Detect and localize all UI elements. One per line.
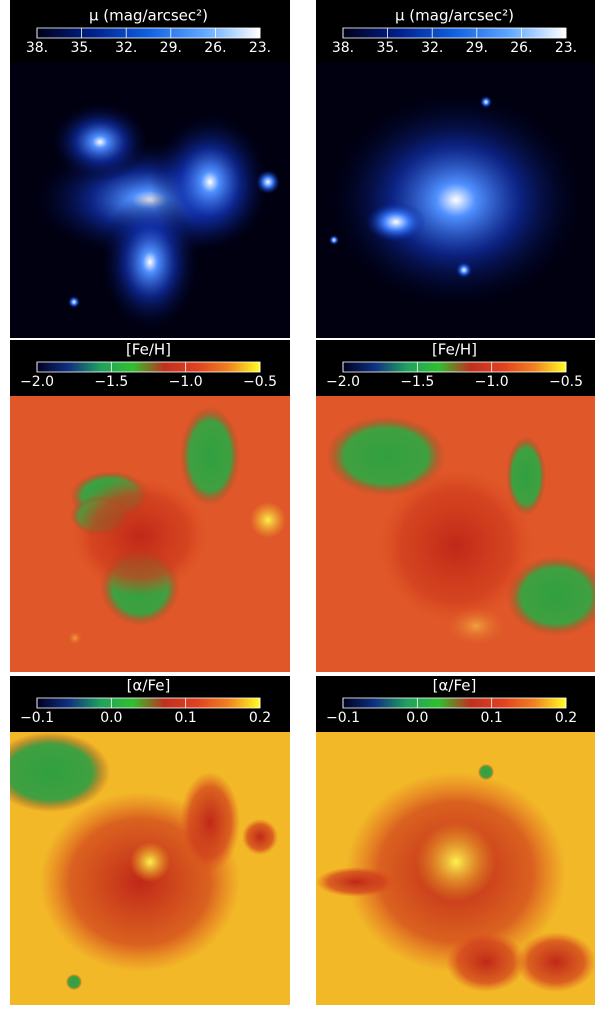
map-feature <box>100 192 200 332</box>
colorbar-tick-label: −2.0 <box>326 374 360 390</box>
map-feature <box>256 170 280 194</box>
colorbar-tick-label: 35. <box>376 40 398 56</box>
colorbar-tick-label: 29. <box>466 40 488 56</box>
colorbar-tick-label: −1.0 <box>169 374 203 390</box>
colorbar-tick-label: 0.0 <box>406 710 428 726</box>
colorbar-label: [α/Fe] <box>433 677 477 695</box>
colorbar-tick-label: −0.1 <box>326 710 360 726</box>
map-feature <box>446 606 506 646</box>
colorbar-tick-label: 0.2 <box>249 710 271 726</box>
map-feature <box>250 502 286 538</box>
colorbar <box>342 361 567 373</box>
colorbar-tick-label: 26. <box>510 40 532 56</box>
map-feature <box>516 932 595 992</box>
colorbar <box>342 697 567 709</box>
colorbar-tick-label: 38. <box>26 40 48 56</box>
colorbar-label: [Fe/H] <box>432 341 477 359</box>
map-feature <box>130 842 170 882</box>
colorbar <box>36 697 261 709</box>
map-feature <box>326 416 446 496</box>
map-feature <box>366 202 426 242</box>
colorbar-label: μ (mag/arcsec²) <box>395 7 514 25</box>
map-feature <box>446 932 526 992</box>
colorbar-tick-label: 0.1 <box>175 710 197 726</box>
map-feature <box>68 296 80 308</box>
map-feature <box>329 235 339 245</box>
colorbar-tick-label: −0.5 <box>549 374 583 390</box>
colorbar-label: [Fe/H] <box>126 341 171 359</box>
colorbar-tick-label: 35. <box>70 40 92 56</box>
map-feature <box>478 764 494 780</box>
map-image <box>10 396 290 672</box>
colorbar-tick-label: 38. <box>332 40 354 56</box>
map-feature <box>10 732 110 812</box>
colorbar-tick-label: 29. <box>160 40 182 56</box>
map-feature <box>66 974 82 990</box>
colorbar-label: [α/Fe] <box>127 677 171 695</box>
map-image <box>10 732 290 1005</box>
map-feature <box>456 262 472 278</box>
colorbar-tick-label: −1.5 <box>400 374 434 390</box>
map-feature <box>376 466 536 626</box>
map-feature <box>416 822 496 902</box>
map-feature <box>242 819 278 855</box>
colorbar-label: μ (mag/arcsec²) <box>89 7 208 25</box>
colorbar-tick-label: −1.5 <box>94 374 128 390</box>
colorbar-tick-label: −1.0 <box>475 374 509 390</box>
colorbar <box>342 27 567 39</box>
colorbar-tick-label: −0.1 <box>20 710 54 726</box>
colorbar-tick-label: 26. <box>204 40 226 56</box>
map-feature <box>70 476 210 596</box>
map-image <box>316 732 595 1005</box>
map-feature <box>180 406 240 506</box>
colorbar-tick-label: 32. <box>421 40 443 56</box>
map-feature <box>68 631 82 645</box>
colorbar-tick-label: 0.2 <box>555 710 577 726</box>
map-feature <box>480 96 492 108</box>
colorbar-tick-label: 23. <box>555 40 577 56</box>
colorbar-tick-label: 0.0 <box>100 710 122 726</box>
colorbar-tick-label: −0.5 <box>243 374 277 390</box>
colorbar-tick-label: 23. <box>249 40 271 56</box>
map-image <box>10 62 290 338</box>
colorbar <box>36 27 261 39</box>
colorbar-tick-label: 0.1 <box>481 710 503 726</box>
map-feature <box>326 90 586 310</box>
map-image <box>316 62 595 338</box>
colorbar-tick-label: −2.0 <box>20 374 54 390</box>
map-feature <box>180 772 240 872</box>
map-feature <box>316 867 396 897</box>
colorbar-tick-label: 32. <box>115 40 137 56</box>
map-image <box>316 396 595 672</box>
map-feature <box>50 102 150 182</box>
colorbar <box>36 361 261 373</box>
